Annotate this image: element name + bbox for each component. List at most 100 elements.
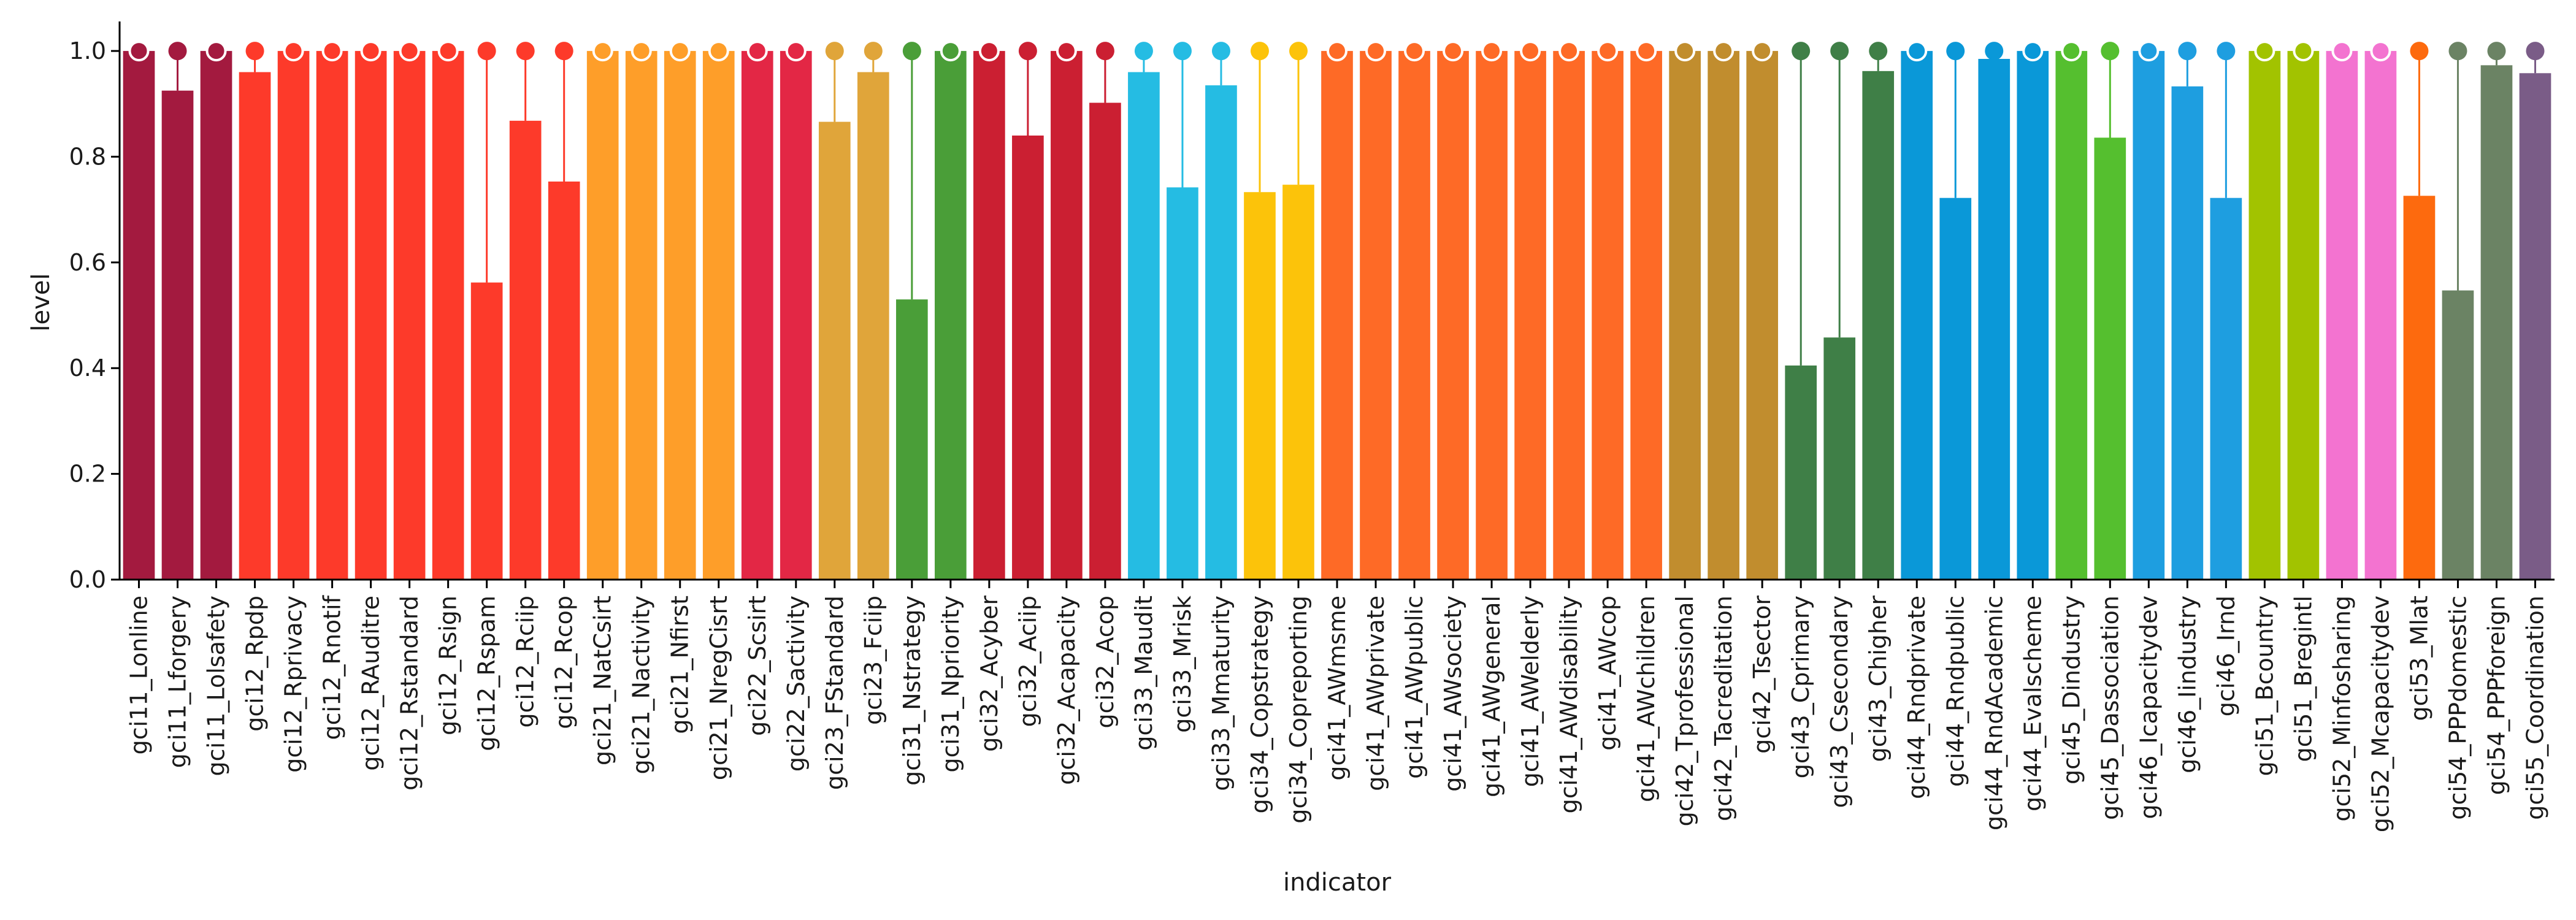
x-tick-label: gci42_Tacreditation — [1710, 596, 1737, 821]
bar — [973, 51, 1005, 580]
bar — [1630, 51, 1662, 580]
target-marker — [2526, 42, 2545, 61]
bar — [664, 51, 696, 580]
x-tick-label: gci45_Dassociation — [2096, 596, 2123, 820]
bar — [1128, 72, 1160, 580]
x-tick-label: gci34_Copreporting — [1285, 596, 1312, 824]
x-tick-label: gci46_Iindustry — [2174, 596, 2201, 773]
x-tick-label: gci52_Mcapacitydev — [2367, 596, 2394, 832]
x-tick-label: gci33_Mrisk — [1169, 596, 1196, 733]
target-marker — [978, 40, 1000, 62]
bar — [1360, 51, 1392, 580]
x-tick-label: gci12_Rpdp — [242, 596, 269, 732]
target-marker — [1211, 42, 1230, 61]
target-marker — [283, 40, 304, 62]
bar — [277, 51, 310, 580]
target-marker — [205, 40, 227, 62]
target-marker — [1830, 42, 1849, 61]
x-tick-label: gci21_Nactivity — [628, 596, 655, 774]
target-marker — [1404, 40, 1425, 62]
x-tick-label: gci44_RndAcademic — [1980, 596, 2007, 830]
bar — [1823, 337, 1856, 580]
x-tick-label: gci12_Rcop — [551, 596, 578, 729]
bar — [1978, 59, 2011, 580]
x-tick-label: gci31_Npriority — [937, 596, 964, 772]
x-tick-label: gci53_Mlat — [2405, 596, 2432, 721]
bar — [625, 51, 657, 580]
y-tick-label: 0.8 — [69, 143, 106, 170]
target-marker — [360, 40, 381, 62]
target-marker — [1674, 40, 1696, 62]
bar — [586, 51, 619, 580]
target-marker — [2293, 40, 2314, 62]
x-tick-label: gci12_Rprivacy — [280, 596, 307, 773]
bar — [857, 72, 889, 580]
target-marker — [437, 40, 459, 62]
bar — [1901, 51, 1933, 580]
target-marker — [1946, 42, 1965, 61]
target-marker — [2061, 40, 2082, 62]
target-marker — [2138, 40, 2160, 62]
target-marker — [1869, 42, 1888, 61]
bar — [2133, 51, 2165, 580]
target-marker — [864, 42, 883, 61]
target-marker — [477, 42, 496, 61]
x-tick-label: gci32_Acapacity — [1053, 596, 1080, 785]
x-tick-label: gci21_NregCisrt — [705, 596, 732, 780]
bar — [1862, 71, 1895, 580]
x-tick-label: gci41_AWmsme — [1324, 596, 1351, 781]
bar — [2017, 51, 2049, 580]
x-tick-label: gci23_Fciip — [860, 596, 887, 725]
bar — [200, 51, 232, 580]
bar — [935, 51, 967, 580]
bar — [2403, 196, 2436, 580]
x-tick-label: gci43_Chigher — [1865, 596, 1892, 762]
x-tick-label: gci44_Evalscheme — [2019, 596, 2046, 811]
target-marker — [2217, 42, 2236, 61]
x-tick-label: gci42_Tprofessional — [1671, 596, 1698, 826]
y-tick-label: 0.2 — [69, 461, 106, 488]
bar — [239, 72, 271, 580]
x-tick-label: gci51_Bregintl — [2290, 596, 2317, 762]
bar — [1708, 51, 1739, 580]
bar — [818, 121, 851, 580]
x-tick-label: gci45_Dindustry — [2058, 596, 2085, 784]
bar — [316, 51, 348, 580]
x-tick-label: gci31_Nstrategy — [899, 596, 926, 786]
target-marker — [2178, 42, 2197, 61]
bar — [2287, 51, 2320, 580]
target-marker — [746, 40, 768, 62]
target-marker — [1443, 40, 1464, 62]
bar — [548, 181, 580, 580]
bar — [1051, 51, 1083, 580]
target-marker — [2448, 42, 2467, 61]
bar — [1553, 51, 1585, 580]
target-marker — [1250, 42, 1269, 61]
bar — [780, 51, 812, 580]
target-marker — [2022, 40, 2044, 62]
target-marker — [245, 42, 264, 61]
target-marker — [1173, 42, 1192, 61]
x-tick-label: gci41_AWsociety — [1439, 596, 1466, 792]
x-tick-label: gci33_Mmaturity — [1208, 596, 1235, 791]
x-tick-label: gci46_Icapacitydev — [2135, 596, 2162, 819]
x-tick-label: gci32_Acop — [1092, 596, 1119, 729]
bar — [1437, 51, 1469, 580]
x-tick-label: gci34_Copstrategy — [1246, 596, 1273, 813]
x-tick-label: gci55_Coordination — [2521, 596, 2548, 820]
x-tick-label: gci41_AWchildren — [1633, 596, 1660, 802]
x-tick-label: gci32_Aciip — [1014, 596, 1041, 727]
target-marker — [669, 40, 691, 62]
x-tick-label: gci22_Scsirt — [744, 596, 771, 736]
bar — [1476, 51, 1508, 580]
target-marker — [1985, 42, 2004, 61]
x-tick-label: gci21_Nfirst — [667, 596, 694, 734]
target-marker — [2487, 42, 2506, 61]
x-tick-label: gci12_Rnotif — [319, 594, 346, 740]
target-marker — [592, 40, 613, 62]
bar — [2171, 86, 2204, 580]
x-tick-label: gci11_Lolsafety — [203, 596, 230, 776]
x-tick-label: gci11_Lonline — [126, 596, 153, 754]
bar — [432, 51, 464, 580]
target-marker — [1597, 40, 1619, 62]
